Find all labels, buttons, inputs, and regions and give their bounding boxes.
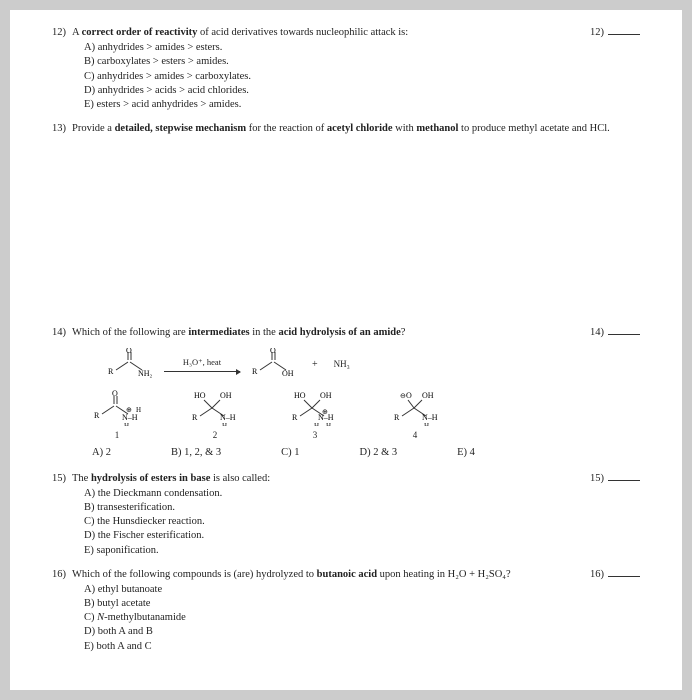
question-number: 15) bbox=[52, 472, 72, 486]
option-e: E) both A and C bbox=[84, 640, 640, 654]
svg-text:HO: HO bbox=[194, 391, 206, 400]
question-16: 16) 16) Which of the following compounds… bbox=[52, 568, 640, 654]
blank-label: 12) bbox=[590, 27, 604, 38]
question-text: A correct order of reactivity of acid de… bbox=[72, 26, 640, 40]
svg-text:H: H bbox=[136, 406, 141, 414]
question-14: 14) 14) Which of the following are inter… bbox=[52, 326, 640, 459]
reaction-scheme: O R NH₂ H₃O⁺, heat O R OH + NH₃ bbox=[108, 348, 640, 380]
question-text: Which of the following compounds is (are… bbox=[72, 568, 640, 582]
svg-text:NH₂: NH₂ bbox=[138, 369, 152, 378]
svg-text:N–H: N–H bbox=[422, 413, 438, 422]
question-number: 16) bbox=[52, 568, 72, 582]
option-b: B) carboxylates > esters > amides. bbox=[84, 55, 640, 69]
option-b: B) butyl acetate bbox=[84, 597, 640, 611]
option-c: C) anhydrides > amides > carboxylates. bbox=[84, 70, 640, 84]
svg-text:H: H bbox=[424, 422, 429, 426]
option-e: E) saponification. bbox=[84, 544, 640, 558]
ammonia-label: NH₃ bbox=[334, 358, 350, 370]
answer-blank-14: 14) bbox=[590, 326, 640, 340]
svg-text:R: R bbox=[394, 413, 400, 422]
reaction-condition: H₃O⁺, heat bbox=[164, 357, 240, 368]
question-text: Which of the following are intermediates… bbox=[72, 326, 640, 340]
acid-product-structure: O R OH bbox=[252, 348, 296, 380]
question-number: 12) bbox=[52, 26, 72, 40]
svg-text:N–H: N–H bbox=[220, 413, 236, 422]
choices-14: A) 2 B) 1, 2, & 3 C) 1 D) 2 & 3 E) 4 bbox=[92, 446, 640, 460]
svg-text:O: O bbox=[270, 348, 276, 355]
intermediates-row: O R ⊕ N–H H H 1 HOOH R bbox=[92, 390, 640, 441]
question-text: Provide a detailed, stepwise mechanism f… bbox=[72, 122, 640, 136]
choice-e: E) 4 bbox=[457, 446, 475, 460]
svg-text:OH: OH bbox=[320, 391, 332, 400]
svg-text:O: O bbox=[406, 391, 412, 400]
svg-text:H: H bbox=[222, 422, 227, 426]
option-c: C) the Hunsdiecker reaction. bbox=[84, 515, 640, 529]
svg-text:H: H bbox=[314, 422, 319, 426]
svg-text:OH: OH bbox=[422, 391, 434, 400]
choice-c: C) 1 bbox=[281, 446, 299, 460]
option-b: B) transesterification. bbox=[84, 501, 640, 515]
blank-label: 14) bbox=[590, 327, 604, 338]
svg-text:R: R bbox=[192, 413, 198, 422]
svg-text:OH: OH bbox=[220, 391, 232, 400]
intermediate-2: HOOH R N–H H 2 bbox=[188, 390, 242, 441]
worksheet-page: 12) 12) A correct order of reactivity of… bbox=[10, 10, 682, 690]
choice-b: B) 1, 2, & 3 bbox=[171, 446, 221, 460]
intermediate-4: ⊖OOH R N–H H 4 bbox=[388, 390, 442, 441]
svg-text:R: R bbox=[252, 367, 258, 376]
svg-text:OH: OH bbox=[282, 369, 294, 378]
blank-line bbox=[608, 576, 640, 577]
intermediate-1: O R ⊕ N–H H H 1 bbox=[92, 390, 142, 441]
svg-text:R: R bbox=[108, 367, 114, 376]
answer-blank-15: 15) bbox=[590, 472, 640, 486]
svg-text:N–H: N–H bbox=[318, 413, 334, 422]
option-a: A) ethyl butanoate bbox=[84, 583, 640, 597]
options-16: A) ethyl butanoate B) butyl acetate C) N… bbox=[84, 583, 640, 654]
question-15: 15) 15) The hydrolysis of esters in base… bbox=[52, 472, 640, 558]
svg-text:HO: HO bbox=[294, 391, 306, 400]
intermediate-3: HOOH R ⊕ N–H HH 3 bbox=[288, 390, 342, 441]
svg-text:O: O bbox=[112, 390, 118, 398]
option-d: D) both A and B bbox=[84, 625, 640, 639]
option-d: D) the Fischer esterification. bbox=[84, 529, 640, 543]
mechanism-workspace bbox=[52, 136, 640, 316]
option-e: E) esters > acid anhydrides > amides. bbox=[84, 98, 640, 112]
choice-a: A) 2 bbox=[92, 446, 111, 460]
blank-line bbox=[608, 34, 640, 35]
blank-line bbox=[608, 334, 640, 335]
question-number: 14) bbox=[52, 326, 72, 340]
option-a: A) the Dieckmann condensation. bbox=[84, 487, 640, 501]
option-c: C) N-methylbutanamide bbox=[84, 611, 640, 625]
option-d: D) anhydrides > acids > acid chlorides. bbox=[84, 84, 640, 98]
question-number: 13) bbox=[52, 122, 72, 136]
blank-line bbox=[608, 480, 640, 481]
svg-text:R: R bbox=[292, 413, 298, 422]
options-15: A) the Dieckmann condensation. B) transe… bbox=[84, 487, 640, 558]
choice-d: D) 2 & 3 bbox=[360, 446, 398, 460]
svg-text:N–H: N–H bbox=[122, 413, 138, 422]
amide-reactant-structure: O R NH₂ bbox=[108, 348, 152, 380]
svg-text:H: H bbox=[326, 422, 331, 426]
options-12: A) anhydrides > amides > esters. B) carb… bbox=[84, 41, 640, 112]
blank-label: 15) bbox=[590, 473, 604, 484]
answer-blank-12: 12) bbox=[590, 26, 640, 40]
question-text: The hydrolysis of esters in base is also… bbox=[72, 472, 640, 486]
plus-sign: + bbox=[312, 358, 318, 372]
svg-text:H: H bbox=[124, 422, 129, 426]
question-12: 12) 12) A correct order of reactivity of… bbox=[52, 26, 640, 112]
blank-label: 16) bbox=[590, 569, 604, 580]
answer-blank-16: 16) bbox=[590, 568, 640, 582]
option-a: A) anhydrides > amides > esters. bbox=[84, 41, 640, 55]
reaction-arrow: H₃O⁺, heat bbox=[164, 357, 240, 371]
svg-text:O: O bbox=[126, 348, 132, 355]
svg-text:R: R bbox=[94, 411, 100, 420]
question-13: 13) Provide a detailed, stepwise mechani… bbox=[52, 122, 640, 316]
